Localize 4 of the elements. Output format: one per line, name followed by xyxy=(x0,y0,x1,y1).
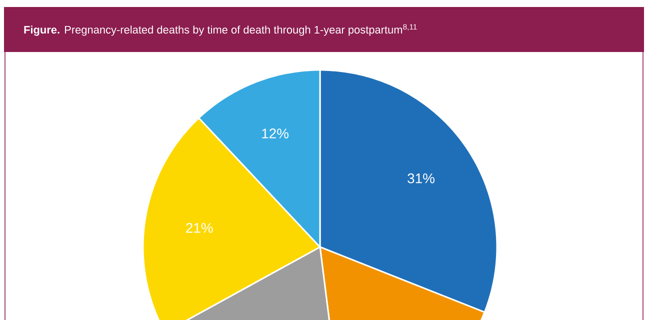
data-label: 12% xyxy=(262,128,288,138)
data-label: 21% xyxy=(186,222,213,233)
data-label: 31% xyxy=(408,173,434,184)
chart-title: Figure. Pregnancy-related deaths by time of death through 1-year postpartum$^{8,11}$ xyxy=(24,24,417,36)
